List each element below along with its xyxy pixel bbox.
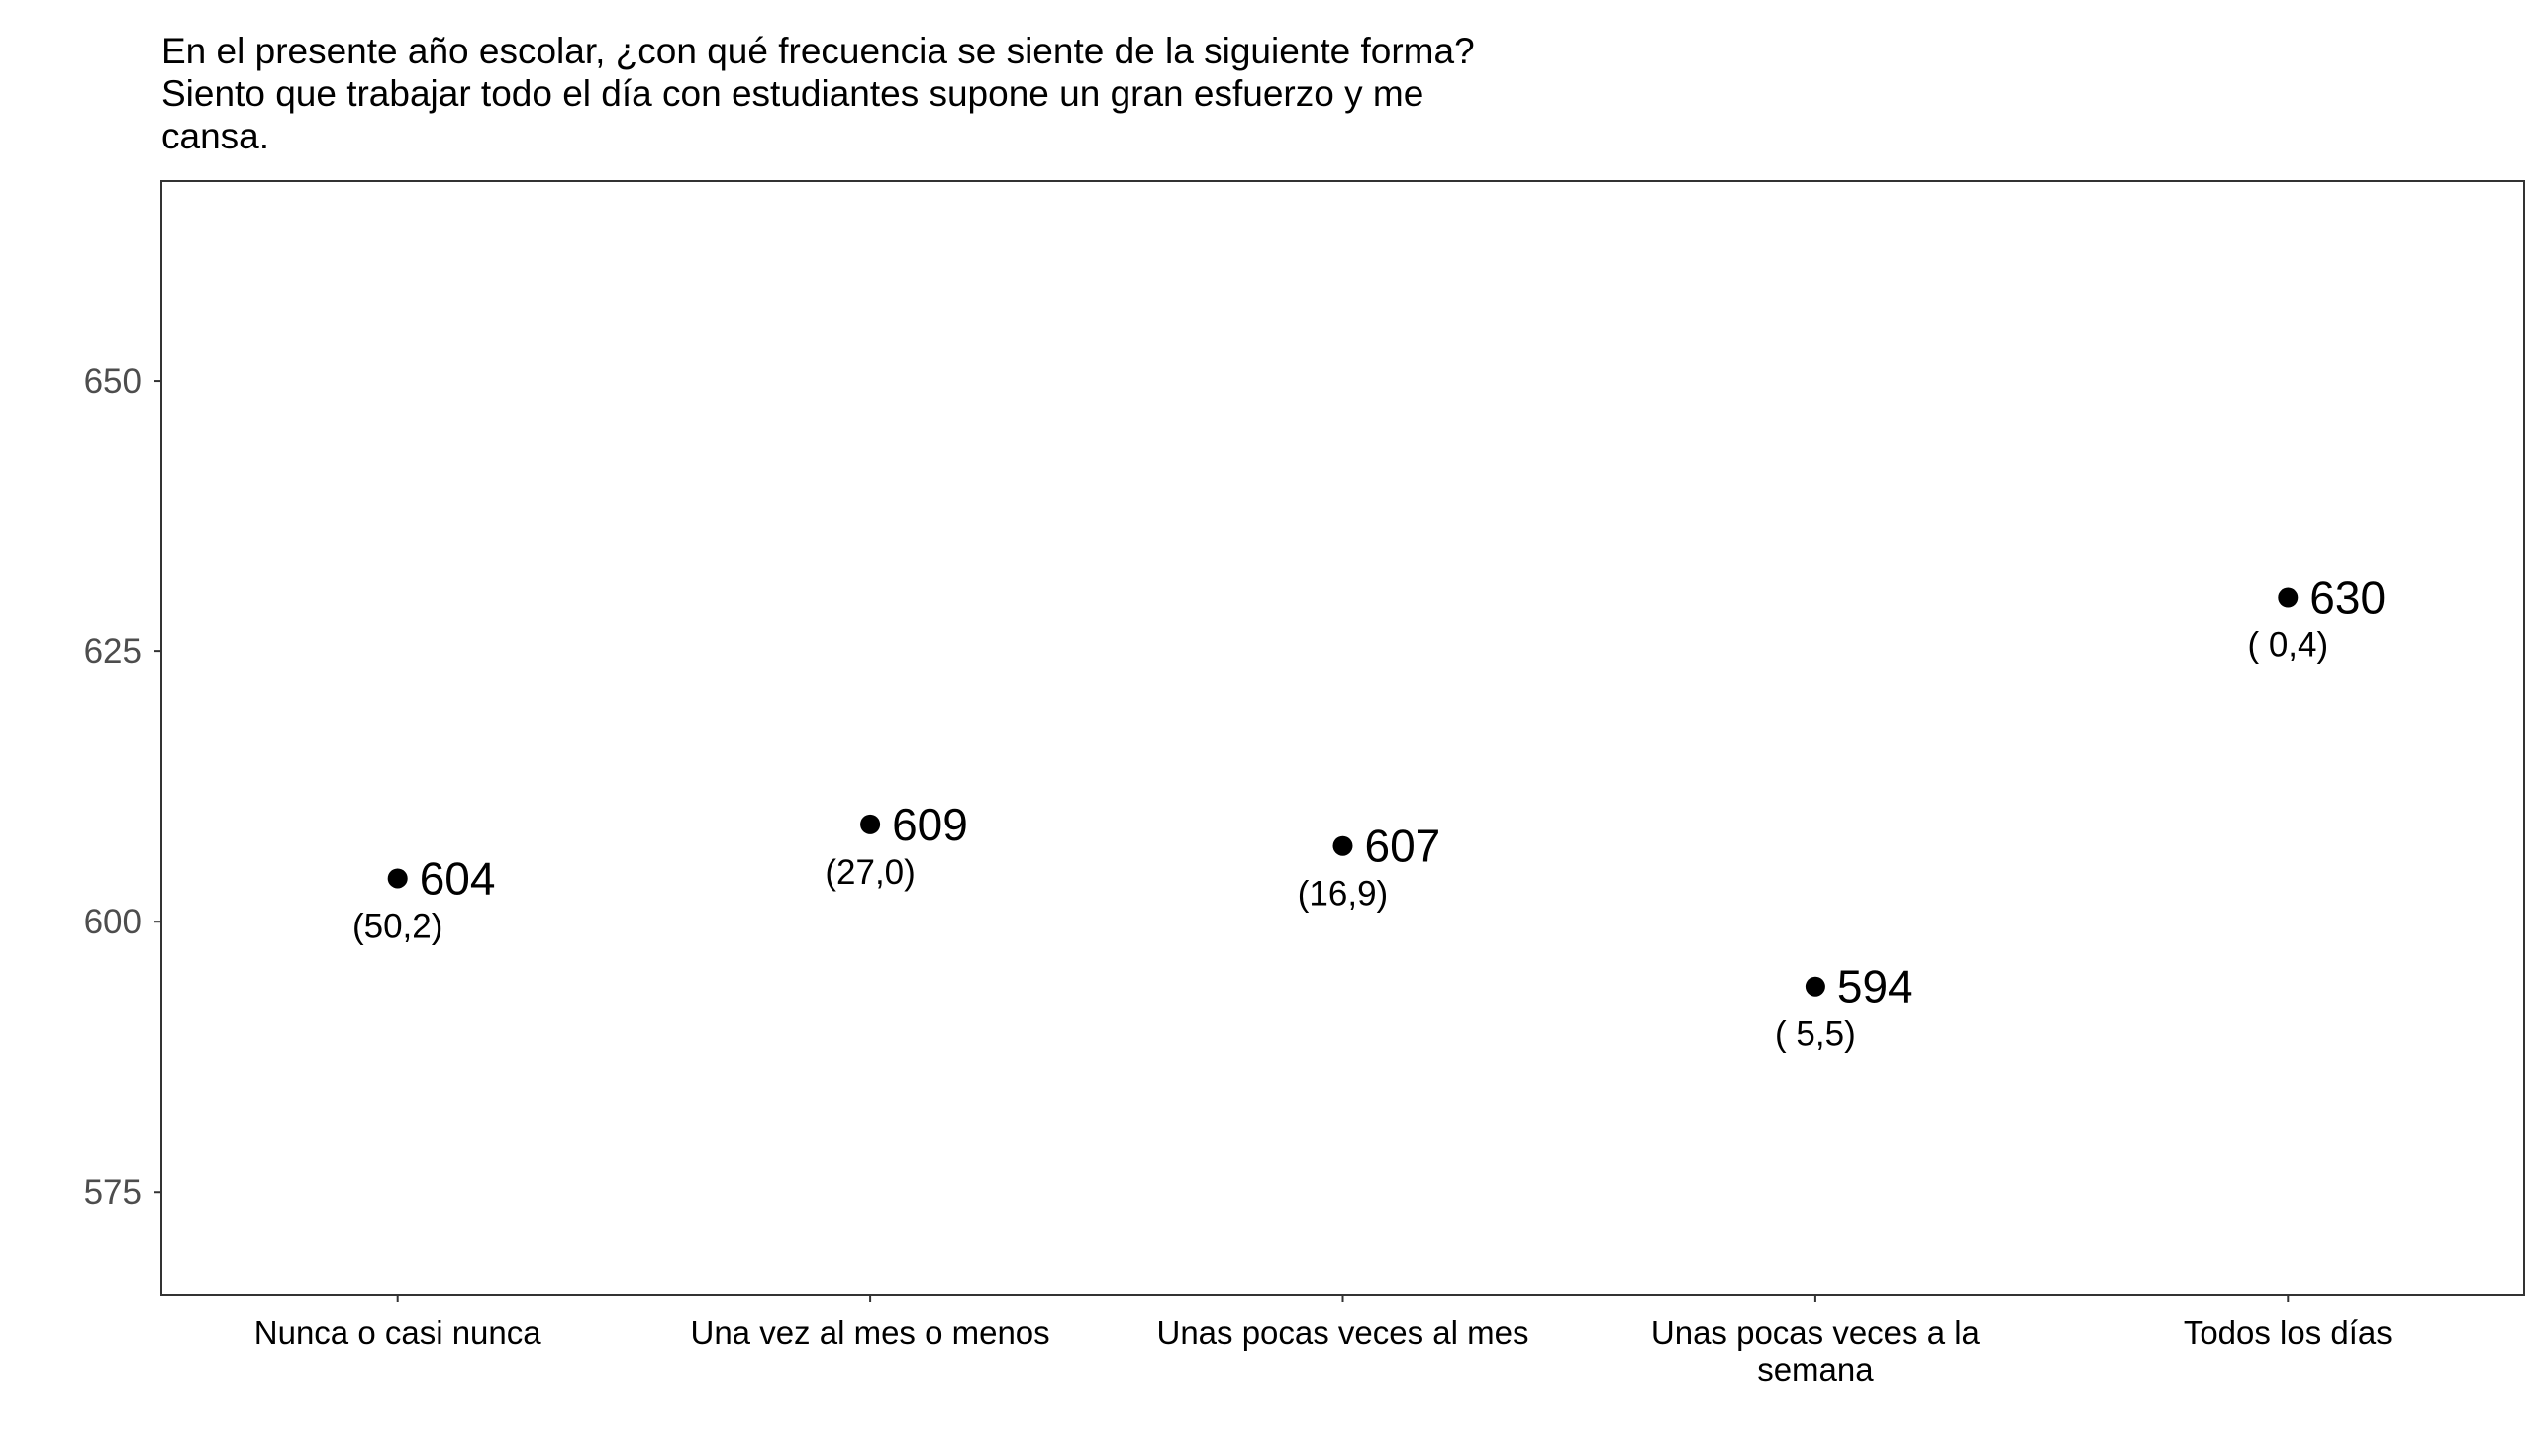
x-tick-label: Todos los días	[2184, 1314, 2393, 1351]
title-line-2: Siento que trabajar todo el día con estu…	[161, 73, 1424, 114]
data-point	[2278, 587, 2299, 608]
title-line-1: En el presente año escolar, ¿con qué fre…	[161, 31, 1475, 71]
y-tick-label: 575	[84, 1173, 142, 1212]
value-label: 594	[1837, 961, 1913, 1013]
x-tick-label: Unas pocas veces a la semana	[1651, 1314, 1981, 1388]
data-point	[387, 868, 408, 889]
x-tick-label: Una vez al mes o menos	[691, 1314, 1050, 1351]
x-tick-label: Unas pocas veces al mes	[1156, 1314, 1528, 1351]
value-label: 607	[1365, 821, 1441, 872]
percent-label: ( 5,5)	[1775, 1016, 1856, 1054]
value-label: 630	[2309, 572, 2386, 624]
plot-frame	[160, 180, 2525, 1296]
y-tick-label: 600	[84, 903, 142, 941]
value-label: 604	[420, 852, 496, 904]
y-tick-label: 650	[84, 362, 142, 401]
data-point	[1805, 976, 1825, 997]
value-label: 609	[892, 799, 968, 850]
chart-title: En el presente año escolar, ¿con qué fre…	[161, 30, 1646, 157]
data-point	[1332, 835, 1353, 856]
title-line-3: cansa.	[161, 116, 270, 156]
y-tick-label: 625	[84, 632, 142, 671]
percent-label: (50,2)	[352, 907, 442, 945]
percent-label: (27,0)	[825, 853, 915, 892]
data-point	[860, 814, 881, 834]
x-tick-label: Nunca o casi nunca	[254, 1314, 541, 1351]
percent-label: ( 0,4)	[2247, 627, 2328, 665]
percent-label: (16,9)	[1298, 875, 1388, 914]
